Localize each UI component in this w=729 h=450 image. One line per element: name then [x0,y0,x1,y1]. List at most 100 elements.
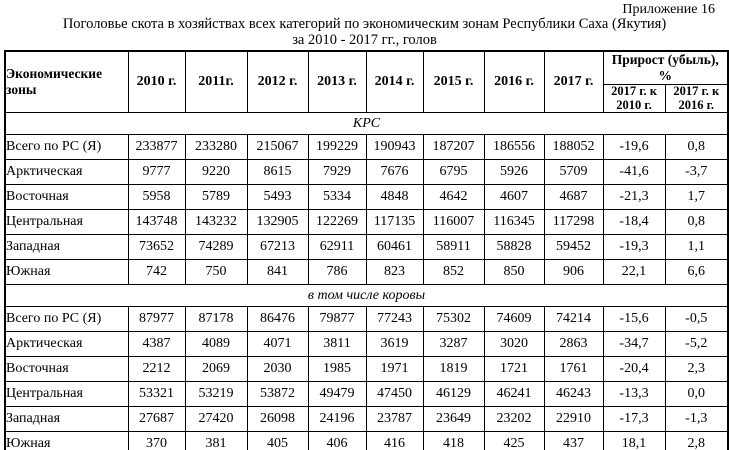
table-row: Всего по РС (Я) 233877 233280 215067 199229 1… [4,134,729,160]
value-cell: 2030 [246,356,309,382]
value-cell: 47450 [365,381,424,407]
value-cell: 87178 [184,306,248,332]
value-cell: 122269 [307,209,367,235]
value-cell: 143232 [184,209,248,235]
value-cell: 46129 [422,381,485,407]
value-cell: 0,8 [664,209,729,235]
value-cell: 5926 [483,159,545,185]
value-cell: 3020 [483,331,545,357]
zone-label: Центральная [4,381,129,407]
value-cell: 46243 [543,381,604,407]
value-cell: -19,3 [602,234,666,260]
value-cell: 406 [307,431,367,450]
section-header-row: в том числе коровы [4,284,729,307]
value-cell: 3287 [422,331,485,357]
table-row: Арктическая 9777 9220 8615 7929 7676 6795 5926 5… [4,159,729,185]
value-cell: 46241 [483,381,545,407]
value-cell: 1819 [422,356,485,382]
column-header-2010: 2010 г. [127,50,186,113]
zone-label: Всего по РС (Я) [4,306,129,332]
value-cell: 22910 [543,406,604,432]
value-cell: 5709 [543,159,604,185]
table-body: КРС Всего по РС (Я) 233877 233280 215067 1992… [4,112,729,450]
value-cell: 4687 [543,184,604,210]
value-cell: 4387 [127,331,186,357]
value-cell: 1971 [365,356,424,382]
value-cell: 27420 [184,406,248,432]
zone-label: Восточная [4,184,129,210]
value-cell: 786 [307,259,367,285]
column-header-2016: 2016 г. [483,50,545,113]
value-cell: 74214 [543,306,604,332]
value-cell: 7676 [365,159,424,185]
value-cell: 79877 [307,306,367,332]
value-cell: 5789 [184,184,248,210]
table-row: Западная 73652 74289 67213 62911 60461 58911 58… [4,234,729,260]
value-cell: 58911 [422,234,485,260]
column-header-percent-change: Прирост (убыль), % [602,50,729,85]
column-header-2017-vs-2010: 2017 г. к 2010 г. [602,84,666,113]
value-cell: 6,6 [664,259,729,285]
value-cell: 59452 [543,234,604,260]
value-cell: 53321 [127,381,186,407]
value-cell: 5493 [246,184,309,210]
value-cell: 1761 [543,356,604,382]
value-cell: -20,4 [602,356,666,382]
value-cell: -17,3 [602,406,666,432]
value-cell: 49479 [307,381,367,407]
page-title: Поголовье скота в хозяйствах всех катего… [62,16,667,32]
value-cell: 381 [184,431,248,450]
value-cell: -13,3 [602,381,666,407]
value-cell: 23649 [422,406,485,432]
value-cell: 0,0 [664,381,729,407]
value-cell: 6795 [422,159,485,185]
value-cell: -0,5 [664,306,729,332]
value-cell: 53872 [246,381,309,407]
zone-label: Западная [4,234,129,260]
table-row: Западная 27687 27420 26098 24196 23787 23649 23… [4,406,729,432]
column-header-zones: Экономические зоны [4,50,129,113]
value-cell: 850 [483,259,545,285]
value-cell: 5334 [307,184,367,210]
value-cell: 370 [127,431,186,450]
value-cell: 9777 [127,159,186,185]
table-row: Южная 370 381 405 406 416 418 425 437 18,1 2,8 [4,431,729,450]
column-header-2012: 2012 г. [246,50,309,113]
value-cell: 405 [246,431,309,450]
column-header-2017-vs-2016: 2017 г. к 2016 г. [664,84,729,113]
column-header-2014: 2014 г. [365,50,424,113]
value-cell: 23787 [365,406,424,432]
column-header-2017: 2017 г. [543,50,604,113]
value-cell: -18,4 [602,209,666,235]
value-cell: 4071 [246,331,309,357]
livestock-table: Экономические зоны 2010 г. 2011г. 2012 г… [4,50,729,450]
value-cell: 73652 [127,234,186,260]
value-cell: 3811 [307,331,367,357]
value-cell: 199229 [307,134,367,160]
section-title: в том числе коровы [4,284,729,307]
zone-label: Южная [4,259,129,285]
value-cell: 24196 [307,406,367,432]
column-header-2015: 2015 г. [422,50,485,113]
value-cell: 215067 [246,134,309,160]
value-cell: 18,1 [602,431,666,450]
value-cell: 0,8 [664,134,729,160]
value-cell: -5,2 [664,331,729,357]
table-row: Арктическая 4387 4089 4071 3811 3619 3287 3020 2… [4,331,729,357]
value-cell: 2863 [543,331,604,357]
zone-label: Арктическая [4,159,129,185]
value-cell: 2069 [184,356,248,382]
value-cell: 117298 [543,209,604,235]
value-cell: 27687 [127,406,186,432]
value-cell: 116345 [483,209,545,235]
value-cell: 86476 [246,306,309,332]
value-cell: 116007 [422,209,485,235]
value-cell: 190943 [365,134,424,160]
value-cell: -1,3 [664,406,729,432]
value-cell: -3,7 [664,159,729,185]
value-cell: 87977 [127,306,186,332]
value-cell: -21,3 [602,184,666,210]
value-cell: 906 [543,259,604,285]
value-cell: 852 [422,259,485,285]
value-cell: 58828 [483,234,545,260]
